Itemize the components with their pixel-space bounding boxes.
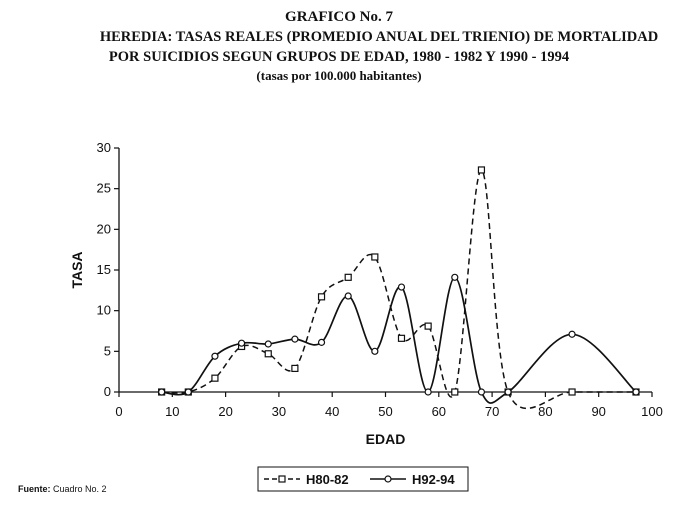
source-label: Fuente: <box>18 484 51 494</box>
data-point-h80-82 <box>371 253 379 261</box>
x-tick-label: 70 <box>485 404 499 419</box>
legend-item-h80-82: H80-82 <box>264 472 349 487</box>
x-tick-label: 10 <box>165 404 179 419</box>
data-point-h92-94 <box>504 388 512 396</box>
y-axis-label: TASA <box>69 251 85 288</box>
chart-title: GRAFICO No. 7 <box>285 9 393 25</box>
data-point-h92-94 <box>237 339 246 347</box>
data-point-h92-94 <box>211 352 219 360</box>
x-tick-label: 40 <box>325 404 339 419</box>
data-point-h80-82 <box>397 334 406 342</box>
series-layer <box>158 166 640 410</box>
chart-subtitle-line1: HEREDIA: TASAS REALES (PROMEDIO ANUAL DE… <box>99 29 659 45</box>
data-point-h92-94 <box>397 283 406 291</box>
y-tick-label: 10 <box>97 303 111 318</box>
y-tick-label: 30 <box>97 140 111 155</box>
x-tick-label: 0 <box>115 404 122 419</box>
y-tick-label: 5 <box>104 343 111 358</box>
x-tick-label: 90 <box>591 404 605 419</box>
data-point-h92-94 <box>451 273 459 281</box>
x-tick-label: 30 <box>272 404 286 419</box>
data-point-h92-94 <box>158 388 166 396</box>
y-tick-label: 25 <box>97 181 111 196</box>
data-point-h80-82 <box>211 374 219 382</box>
data-point-h80-82 <box>424 322 432 330</box>
legend: H80-82 H92-94 <box>257 466 469 492</box>
data-point-h92-94 <box>477 388 486 396</box>
title-block: GRAFICO No. 7 HEREDIA: TASAS REALES (PRO… <box>0 8 678 85</box>
legend-marker-h92-94 <box>384 475 392 483</box>
data-point-h92-94 <box>344 292 352 300</box>
axes: 0 5 10 15 20 25 30 0 10 20 30 40 50 60 70 80 90 100 <box>97 140 663 419</box>
data-point-h92-94 <box>264 340 272 348</box>
data-point-h92-94 <box>632 388 640 396</box>
x-tick-label: 100 <box>641 404 663 419</box>
data-point-h92-94 <box>317 338 326 346</box>
data-point-h92-94 <box>568 330 576 338</box>
x-tick-label: 50 <box>378 404 392 419</box>
legend-item-h92-94: H92-94 <box>370 472 455 487</box>
data-point-h92-94 <box>424 388 432 396</box>
data-point-h92-94 <box>371 347 379 355</box>
y-tick-label: 0 <box>104 384 111 399</box>
x-tick-label: 60 <box>432 404 446 419</box>
data-point-h80-82 <box>264 350 272 358</box>
y-tick-label: 15 <box>97 262 111 277</box>
source-note: Fuente: Cuadro No. 2 <box>18 484 107 494</box>
data-point-h92-94 <box>184 388 192 396</box>
legend-marker-h80-82 <box>278 475 286 483</box>
data-point-h80-82 <box>477 166 486 174</box>
data-point-h80-82 <box>291 364 299 373</box>
x-axis-label: EDAD <box>366 431 406 447</box>
data-point-h80-82 <box>344 273 352 281</box>
data-point-h80-82 <box>568 388 576 396</box>
x-tick-label: 80 <box>538 404 552 419</box>
data-point-h80-82 <box>317 293 326 301</box>
source-text: Cuadro No. 2 <box>53 484 107 494</box>
legend-label-h80-82: H80-82 <box>306 472 349 487</box>
y-tick-label: 20 <box>97 221 111 236</box>
legend-label-h92-94: H92-94 <box>412 472 455 487</box>
x-tick-label: 20 <box>218 404 232 419</box>
chart-units: (tasas por 100.000 habitantes) <box>256 68 422 83</box>
data-point-h80-82 <box>451 388 459 396</box>
chart-subtitle-line2: POR SUICIDIOS SEGUN GRUPOS DE EDAD, 1980… <box>108 49 570 65</box>
data-point-h92-94 <box>291 335 299 343</box>
series-h92-94 <box>158 273 640 404</box>
